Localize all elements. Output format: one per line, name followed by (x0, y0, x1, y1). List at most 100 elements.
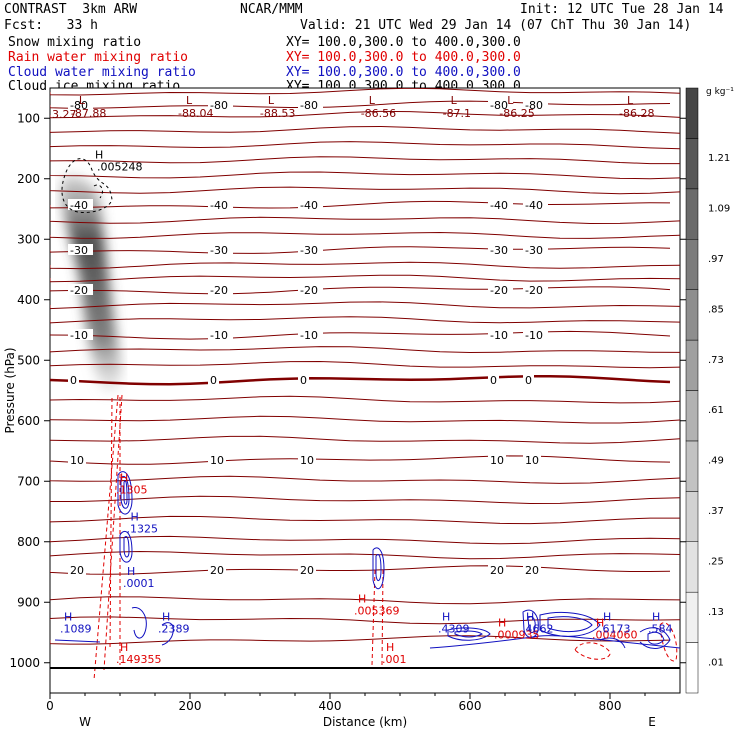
temperature-contour-label: 10 (300, 454, 314, 467)
temperature-contour-label: 0 (490, 374, 497, 387)
y-tick-label: 900 (17, 595, 40, 609)
cloud-max-value: .1325 (127, 523, 159, 536)
temperature-contour-label: -20 (490, 284, 508, 297)
low-marker-value: -86.25 (499, 107, 534, 120)
colorbar-segment (685, 541, 699, 593)
temperature-contour-label: 0 (525, 374, 532, 387)
temperature-contour-label: -80 (525, 99, 543, 112)
temperature-contour-label: -30 (525, 244, 543, 257)
temperature-contour-label: 20 (210, 564, 224, 577)
temperature-isoline (50, 550, 680, 560)
model-title: CONTRAST 3km ARW (4, 2, 138, 17)
contour-label-bg (298, 564, 316, 575)
temperature-contour-label: 10 (70, 454, 84, 467)
colorbar-level-label: .97 (708, 254, 724, 265)
y-tick-label: 300 (17, 232, 40, 246)
temperature-isoline (50, 515, 680, 525)
low-marker-L: L (507, 94, 514, 107)
contour-label-bg (488, 454, 506, 465)
contour-label-bg (488, 329, 513, 340)
colorbar-segment (685, 440, 699, 492)
y-tick-label: 100 (17, 111, 40, 125)
low-marker-L: L (268, 94, 275, 107)
temperature-contour (50, 100, 671, 109)
contour-label-bg (523, 454, 541, 465)
temperature-contour-label: 20 (525, 564, 539, 577)
colorbar-segment (685, 339, 699, 391)
colorbar-segment (685, 642, 699, 694)
snow-max-H: H (95, 149, 103, 162)
field-label-cloud-water: Cloud water mixing ratio (8, 65, 196, 80)
temperature-contour-label: -40 (300, 199, 318, 212)
low-marker-value: -86.56 (361, 107, 396, 120)
temperature-isoline (50, 395, 680, 404)
colorbar-segment (685, 289, 699, 341)
temperature-isoline (50, 495, 680, 505)
temperature-contour-label: -10 (210, 329, 228, 342)
temperature-contour-label: 20 (70, 564, 84, 577)
contour-label-bg (523, 564, 541, 575)
init-time: Init: 12 UTC Tue 28 Jan 14 (520, 2, 724, 17)
contour-label-bg (488, 374, 499, 385)
temperature-isoline (50, 186, 680, 195)
temperature-contour-label: -20 (300, 284, 318, 297)
colorbar-level-label: .85 (708, 304, 724, 315)
temperature-contour-label: -10 (70, 329, 88, 342)
x-tick-label: 0 (46, 699, 54, 713)
temperature-contour-label: -20 (70, 284, 88, 297)
cloud-max-H: H (442, 611, 450, 624)
colorbar-segment (685, 87, 699, 139)
colorbar-level-label: .73 (708, 355, 724, 366)
colorbar-segment (685, 390, 699, 442)
cloud-max-H: H (652, 611, 660, 624)
rain-max-H: H (386, 641, 394, 654)
colorbar-segment (685, 188, 699, 240)
temperature-isoline (50, 301, 680, 310)
temperature-contour-label: -10 (525, 329, 543, 342)
low-marker-L: L (451, 94, 458, 107)
cloud-max-value: .6173 (599, 623, 631, 636)
colorbar-segment (685, 138, 699, 190)
low-marker-L: L (627, 94, 634, 107)
temperature-contour (50, 455, 671, 465)
rain-max-H: H (120, 641, 128, 654)
cloud-ice-contours (61, 158, 113, 213)
colorbar-level-label: .37 (708, 506, 724, 517)
rain-max-value: .000935 (494, 629, 540, 642)
temperature-contour-label: -80 (490, 99, 508, 112)
temperature-contour-label: -40 (525, 199, 543, 212)
contour-label-bg (68, 329, 93, 340)
contour-label-bg (208, 454, 226, 465)
temperature-isoline (50, 596, 680, 605)
contour-label-bg (523, 284, 548, 295)
x-tick-label: 800 (599, 699, 622, 713)
contour-label-bg (68, 244, 93, 255)
contour-label-bg (298, 374, 309, 385)
contour-label-bg (68, 99, 93, 110)
temperature-contour-label: -30 (300, 244, 318, 257)
temperature-contour-label: -80 (70, 99, 88, 112)
rain-max-H: H (120, 471, 128, 484)
contour-label-bg (298, 244, 323, 255)
contour-label-bg (488, 564, 506, 575)
temperature-isoline (50, 231, 680, 239)
temperature-contour (50, 330, 671, 340)
low-marker-L: L (186, 94, 193, 107)
temperature-contour-label: 0 (210, 374, 217, 387)
contour-label-bg (488, 99, 513, 110)
contour-label-bg (298, 199, 323, 210)
temperature-contour-label: -40 (490, 199, 508, 212)
contour-label-bg (68, 284, 93, 295)
y-tick-label: 600 (17, 414, 40, 428)
y-tick-label: 500 (17, 353, 40, 367)
y-axis-label: Pressure (hPa) (3, 347, 17, 433)
rain-max-H: H (358, 592, 366, 605)
field-xy-rain: XY= 100.0,300.0 to 400.0,300.0 (286, 50, 521, 65)
colorbar-level-label: .61 (708, 405, 724, 416)
rain-max-H: H (498, 617, 506, 630)
colorbar-level-label: 1.09 (708, 204, 730, 215)
contour-label-bg (208, 199, 233, 210)
cloud-max-value: .2389 (158, 623, 190, 636)
cloud-max-value: .0001 (123, 577, 155, 590)
